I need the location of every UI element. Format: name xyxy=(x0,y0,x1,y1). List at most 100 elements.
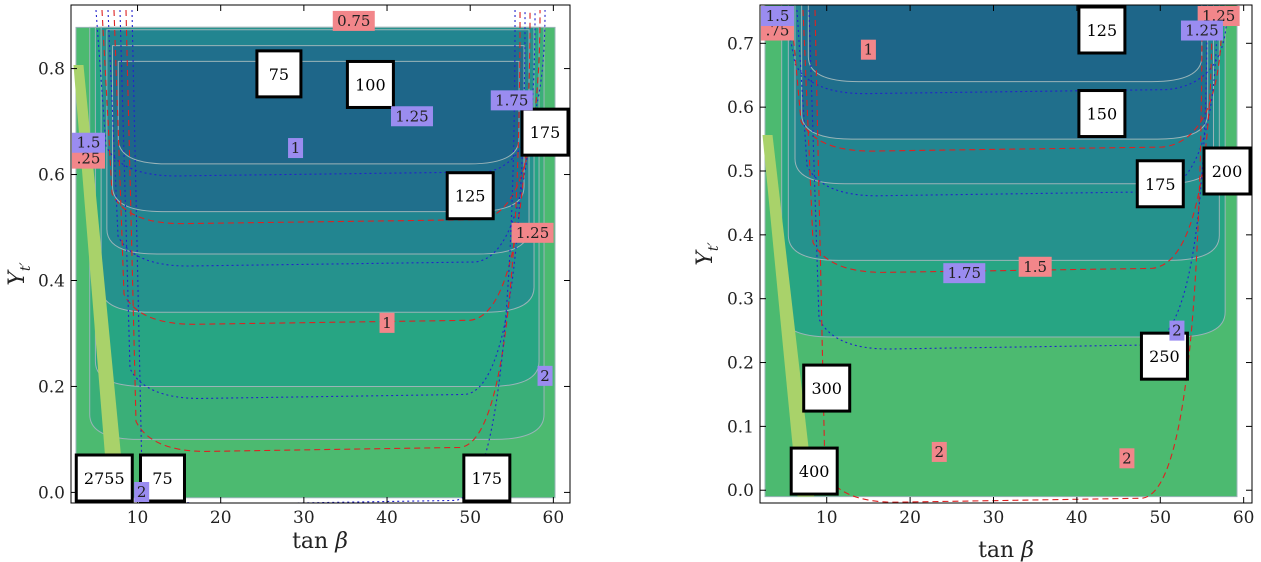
y-tick-label: 0.4 xyxy=(727,226,754,246)
red-contour-line xyxy=(814,9,1203,503)
red-contour-label: 0.75 xyxy=(337,12,370,30)
red-contour-label: 1 xyxy=(382,314,392,332)
blue-contour-line xyxy=(95,9,546,177)
right-frame xyxy=(759,4,1253,504)
right-y-axis-label: Yt′ xyxy=(693,242,722,266)
mass-label-box xyxy=(802,363,852,413)
x-tick-label: 20 xyxy=(899,508,921,528)
y-tick-label: 0.3 xyxy=(727,290,754,310)
right-contour-labels: 125 150 175 200 250 300 400 .75 1 1.25 1.5 2 2 1.5 1.2… xyxy=(761,5,1252,496)
red-contour-label-box xyxy=(1119,448,1135,469)
mass-label: 75 xyxy=(152,469,172,488)
red-contour-line xyxy=(125,9,521,452)
mass-label-box xyxy=(520,107,570,157)
left-contour-labels: 75 100 125 175 2755 75 175 0.75 .25 1 1.25 1 1.25 1.5… xyxy=(72,10,570,503)
mass-label-box xyxy=(1202,146,1252,196)
red-contour-line xyxy=(802,9,1213,273)
blue-contour-label: 1 xyxy=(291,139,301,157)
red-contour-label: .75 xyxy=(766,22,790,40)
red-contour-label-box xyxy=(332,10,375,31)
y-tick-label: 0.0 xyxy=(727,481,754,501)
blue-contour-label-box xyxy=(72,132,105,153)
blue-contour-label-box xyxy=(1180,20,1223,41)
mass-label: 300 xyxy=(811,379,842,398)
left-frame xyxy=(70,4,571,504)
red-contour-label: 2 xyxy=(1122,449,1132,467)
blue-contour-label: 1.75 xyxy=(948,264,981,282)
right-filled-contours xyxy=(762,5,1238,498)
mass-label-box xyxy=(345,59,395,109)
y-tick-label: 0.1 xyxy=(727,417,754,437)
x-tick-label: 30 xyxy=(293,508,315,528)
y-tick-label: 0.2 xyxy=(727,354,754,374)
red-contour-label-box xyxy=(72,148,105,169)
y-tick-label: 0.6 xyxy=(727,98,754,118)
blue-contour-label-box xyxy=(390,106,433,127)
blue-contour-label: 2 xyxy=(1172,322,1182,340)
blue-contour-label-box xyxy=(761,6,794,26)
y-tick-label: 0.7 xyxy=(727,34,754,54)
x-tick-label: 60 xyxy=(543,508,565,528)
mass-label: 100 xyxy=(355,75,386,94)
mass-label-box xyxy=(1139,331,1189,381)
blue-contour-label-box xyxy=(943,263,986,284)
x-tick-label: 50 xyxy=(459,508,481,528)
left-panel: 10 20 30 40 50 60 0.0 0.2 0.4 0.6 0.8 tan β Yt′ 75… xyxy=(5,4,571,554)
low-tanbeta-region xyxy=(73,65,126,498)
red-contour-label: 1 xyxy=(864,41,874,59)
mass-label-box xyxy=(462,453,512,503)
right-x-axis-label: tan β xyxy=(978,538,1034,562)
mass-label: 75 xyxy=(269,65,289,84)
blue-contour-label: 1.5 xyxy=(77,134,101,152)
red-contour-label-box xyxy=(860,39,876,60)
red-contour-label: 1.25 xyxy=(516,224,549,242)
left-plot-area xyxy=(73,9,556,503)
blue-contour-label-box xyxy=(288,138,304,159)
y-tick-label: 0.6 xyxy=(38,166,65,186)
x-tick-label: 40 xyxy=(376,508,398,528)
contour-band-0 xyxy=(117,60,520,165)
low-tanbeta-region xyxy=(762,135,815,497)
mass-label: 200 xyxy=(1212,162,1243,181)
red-contour-label-box xyxy=(931,441,947,462)
x-tick-label: 60 xyxy=(1233,508,1255,528)
blue-contour-label: 1.25 xyxy=(1185,22,1218,40)
mass-label: 125 xyxy=(455,187,486,206)
right-panel: 10 20 30 40 50 60 0.0 0.1 0.2 0.3 0.4 0.5 0.6 0.7 tan… xyxy=(693,4,1255,562)
mass-label-box xyxy=(74,453,134,503)
x-tick-label: 10 xyxy=(127,508,149,528)
x-tick-label: 10 xyxy=(816,508,838,528)
y-tick-label: 0.8 xyxy=(38,60,65,80)
left-filled-contours xyxy=(73,26,556,499)
blue-contour-label: 1.25 xyxy=(395,107,428,125)
blue-contour-line xyxy=(119,9,526,399)
blue-contour-line xyxy=(784,9,1228,95)
right-axis-ticks: 10 20 30 40 50 60 0.0 0.1 0.2 0.3 0.4 0.5 0.6 0.7 xyxy=(727,5,1255,528)
mass-label: 250 xyxy=(1149,347,1180,366)
x-tick-label: 50 xyxy=(1149,508,1171,528)
blue-contour-label-box xyxy=(537,365,553,386)
blue-contour-line xyxy=(107,9,536,267)
x-tick-label: 20 xyxy=(210,508,232,528)
mass-label: 125 xyxy=(1087,21,1118,40)
mass-label-box xyxy=(1077,89,1127,139)
blue-contour-label: 2 xyxy=(540,367,550,385)
left-x-axis-label: tan β xyxy=(292,529,348,554)
y-tick-label: 0.4 xyxy=(38,271,65,291)
x-tick-label: 40 xyxy=(1066,508,1088,528)
blue-contour-label-box xyxy=(1169,320,1185,341)
mass-label: 400 xyxy=(799,462,830,481)
y-tick-label: 0.0 xyxy=(38,483,65,503)
red-contour-label: .25 xyxy=(77,150,101,168)
mass-label-box xyxy=(255,49,303,99)
blue-contour-label: 2 xyxy=(137,483,147,501)
mass-label: 150 xyxy=(1087,105,1118,124)
mass-label-box xyxy=(1135,159,1185,209)
blue-contour-label-box xyxy=(134,482,150,502)
y-tick-label: 0.5 xyxy=(727,162,754,182)
blue-contour-label: 1.5 xyxy=(766,7,790,25)
red-contour-label: 1.5 xyxy=(1023,258,1047,276)
mass-label: 175 xyxy=(1145,175,1176,194)
red-contour-label-box xyxy=(379,312,395,333)
